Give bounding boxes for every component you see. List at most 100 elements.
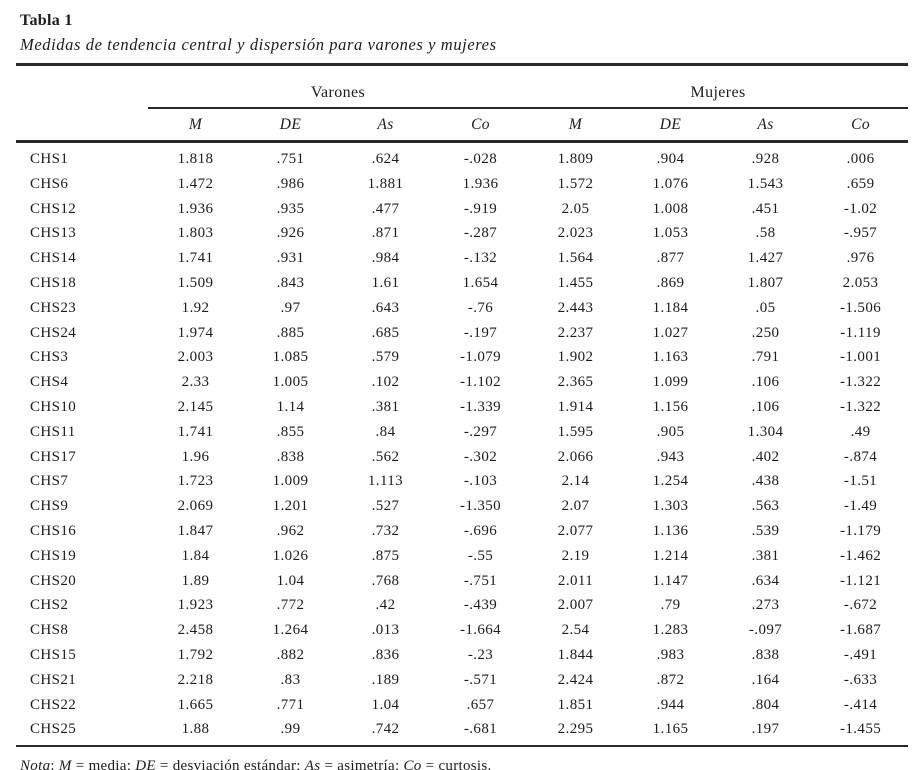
cell-value: 1.113: [367, 473, 404, 490]
row-label: CHS19: [30, 547, 77, 564]
group-header-spacer: [16, 65, 148, 109]
cell-value: .869: [656, 274, 685, 291]
row-label: CHS22: [30, 696, 77, 713]
column-header-row: M DE As Co M DE As Co: [16, 108, 909, 143]
cell-value: 1.076: [652, 175, 689, 192]
cell-value: 2.295: [557, 721, 594, 738]
table-row: CHS21 2.218 .83 .189 -.571 2.424 .872 .164 -.633: [16, 668, 908, 693]
cell-value: .768: [371, 572, 400, 589]
cell-value: .657: [466, 696, 495, 713]
table-row: CHS18 1.509 .843 1.61 1.654 1.455 .869 1.807 2.0…: [16, 271, 908, 296]
row-label: CHS16: [30, 522, 77, 539]
cell-value: .381: [371, 398, 400, 415]
note-text: = asimetría;: [320, 758, 404, 770]
table-row: CHS11 1.741 .855 .84 -.297 1.595 .905 1.304 .49: [16, 420, 908, 445]
cell-value: 1.099: [652, 374, 689, 391]
column-header-m-varones: M: [148, 108, 243, 143]
table-row: CHS13 1.803 .926 .871 -.287 2.023 1.053 .58 -.95…: [16, 221, 908, 246]
group-header-row: Varones Mujeres: [16, 64, 909, 109]
cell-value: -.287: [463, 225, 498, 242]
cell-value: -.439: [463, 597, 498, 614]
cell-value: -1.49: [843, 498, 878, 515]
cell-value: 2.011: [557, 572, 594, 589]
column-header-de-varones: DE: [243, 108, 338, 143]
cell-value: -.957: [843, 225, 878, 242]
row-label: CHS7: [30, 473, 69, 490]
cell-value: 1.026: [272, 547, 309, 564]
cell-value: 2.54: [561, 622, 590, 639]
stats-table: Varones Mujeres M DE As Co M DE As Co CH…: [16, 63, 909, 748]
cell-value: -1.664: [459, 622, 502, 639]
cell-value: .197: [751, 721, 780, 738]
cell-value: .875: [371, 547, 400, 564]
row-label: CHS10: [30, 398, 77, 415]
cell-value: 1.254: [652, 473, 689, 490]
cell-value: -.751: [463, 572, 498, 589]
cell-value: 1.96: [181, 448, 210, 465]
cell-value: 2.053: [842, 274, 879, 291]
column-header-spacer: [16, 108, 148, 143]
cell-value: .935: [276, 200, 305, 217]
cell-value: 1.04: [276, 572, 305, 589]
cell-value: 1.89: [181, 572, 210, 589]
cell-value: .732: [371, 522, 400, 539]
row-label: CHS11: [30, 423, 76, 440]
cell-value: .904: [656, 151, 685, 167]
cell-value: 2.05: [561, 200, 590, 217]
cell-value: .013: [371, 622, 400, 639]
cell-value: .634: [751, 572, 780, 589]
cell-value: .451: [751, 200, 780, 217]
cell-value: .106: [751, 398, 780, 415]
cell-value: 2.443: [557, 299, 594, 316]
cell-value: 1.88: [181, 721, 210, 738]
cell-value: .976: [846, 250, 875, 267]
cell-value: 1.741: [177, 423, 214, 440]
cell-value: .99: [280, 721, 301, 738]
group-header-varones: Varones: [148, 64, 529, 109]
table-row: CHS9 2.069 1.201 .527 -1.350 2.07 1.303 .563 -1.…: [16, 494, 908, 519]
cell-value: -1.322: [839, 398, 882, 415]
cell-value: .872: [656, 671, 685, 688]
cell-value: 1.214: [652, 547, 689, 564]
cell-value: 1.156: [652, 398, 689, 415]
cell-value: -.874: [843, 448, 878, 465]
row-label: CHS2: [30, 597, 69, 614]
cell-value: .871: [371, 225, 400, 242]
cell-value: 2.069: [177, 498, 214, 515]
row-label: CHS13: [30, 225, 77, 242]
cell-value: 1.723: [177, 473, 214, 490]
cell-value: 1.936: [462, 175, 499, 192]
row-label: CHS14: [30, 250, 77, 267]
table-row: CHS25 1.88 .99 .742 -.681 2.295 1.165 .197 -1.45…: [16, 717, 908, 746]
row-label: CHS25: [30, 721, 77, 738]
cell-value: 1.472: [177, 175, 214, 192]
cell-value: .986: [276, 175, 305, 192]
note-text: = desviación estándar;: [155, 758, 305, 770]
cell-value: -1.687: [839, 622, 882, 639]
cell-value: -1.350: [459, 498, 502, 515]
cell-value: -1.455: [839, 721, 882, 738]
row-label: CHS9: [30, 498, 69, 515]
cell-value: .771: [276, 696, 305, 713]
note-term: M: [58, 758, 72, 770]
cell-value: -1.119: [840, 324, 881, 341]
cell-value: 2.424: [557, 671, 594, 688]
table-title: Tabla 1: [20, 12, 73, 29]
column-header-co-mujeres: Co: [813, 108, 909, 143]
row-label: CHS8: [30, 622, 69, 639]
note-term: As: [304, 758, 321, 770]
cell-value: 1.914: [557, 398, 594, 415]
cell-value: .943: [656, 448, 685, 465]
cell-value: 1.085: [272, 349, 309, 366]
cell-value: -.491: [843, 646, 878, 663]
cell-value: .804: [751, 696, 780, 713]
table-row: CHS22 1.665 .771 1.04 .657 1.851 .944 .804 -.414: [16, 693, 908, 718]
cell-value: 1.818: [177, 151, 214, 167]
cell-value: .527: [371, 498, 400, 515]
cell-value: -1.462: [839, 547, 882, 564]
note-term: Co: [403, 758, 422, 770]
cell-value: -.681: [463, 721, 498, 738]
table-row: CHS14 1.741 .931 .984 -.132 1.564 .877 1.427 .97…: [16, 246, 908, 271]
row-label: CHS15: [30, 646, 77, 663]
cell-value: 1.881: [367, 175, 404, 192]
